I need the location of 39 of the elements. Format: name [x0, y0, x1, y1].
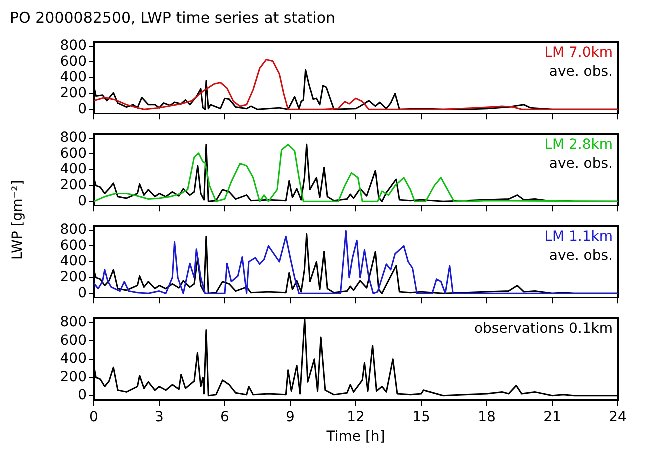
y-tick-label: 800	[60, 38, 87, 54]
x-tick-label: 24	[609, 409, 627, 426]
text: ave. obs.	[549, 64, 613, 80]
x-tick-label: 9	[286, 409, 295, 426]
y-axis-title: LWP [gm⁻²]	[10, 180, 26, 260]
y-tick-label: 200	[60, 369, 87, 386]
y-tick-label: 0	[78, 285, 87, 302]
y-tick-label: 400	[60, 162, 87, 178]
x-tick-label: 21	[544, 409, 562, 426]
x-tick-label: 18	[478, 409, 496, 426]
text: ave. obs.	[549, 248, 613, 264]
y-tick-label: 800	[60, 314, 87, 331]
x-tick-label: 12	[347, 409, 365, 426]
text: LM 1.1km	[544, 229, 613, 246]
y-tick-label: 800	[60, 222, 87, 238]
x-axis-title: Time [h]	[326, 429, 386, 446]
y-tick-label: 0	[78, 387, 87, 404]
text: ave. obs.	[549, 156, 613, 172]
y-tick-label: 0	[78, 193, 87, 210]
y-tick-label: 600	[60, 332, 87, 349]
y-tick-label: 600	[60, 146, 87, 162]
chart-title: PO 2000082500, LWP time series at station	[9, 8, 337, 29]
y-tick-label: 200	[60, 269, 87, 286]
y-tick-label: 800	[60, 130, 87, 146]
x-tick-label: 6	[220, 409, 230, 426]
y-tick-label: 600	[60, 54, 87, 70]
y-tick-label: 600	[60, 238, 87, 254]
text: LM 7.0km	[544, 45, 613, 62]
text: LM 2.8km	[544, 137, 613, 154]
x-tick-label: 3	[155, 409, 164, 426]
x-tick-label: 0	[90, 409, 98, 426]
y-tick-label: 400	[60, 70, 87, 86]
x-tick-label: 15	[412, 409, 430, 426]
y-tick-label: 400	[60, 351, 87, 368]
y-tick-label: 200	[60, 177, 87, 194]
y-tick-label: 400	[60, 254, 87, 270]
text: observations 0.1km	[474, 321, 613, 338]
y-tick-label: 0	[78, 101, 87, 118]
y-tick-label: 200	[60, 85, 87, 102]
